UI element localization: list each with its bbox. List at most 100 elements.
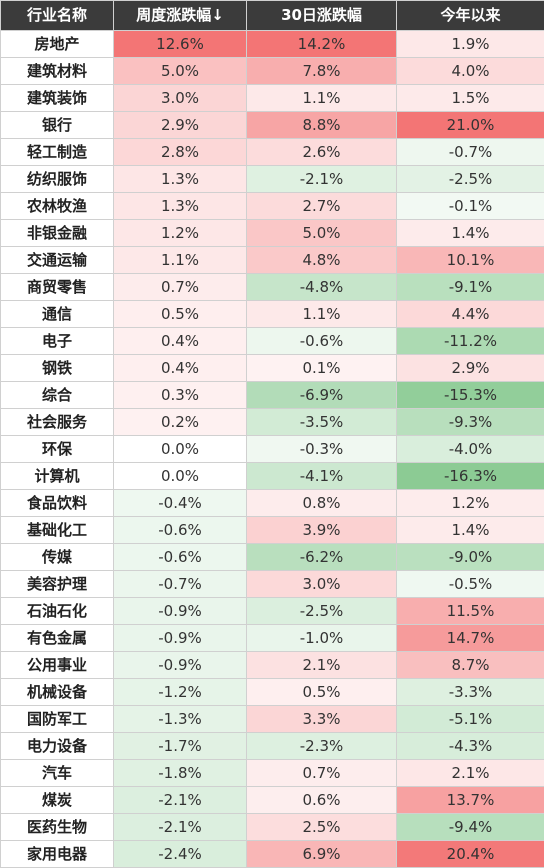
30d-change-cell: -2.1% (247, 166, 397, 193)
30d-change-cell: 2.6% (247, 139, 397, 166)
30d-change-cell: 3.9% (247, 517, 397, 544)
industry-name-cell: 轻工制造 (1, 139, 114, 166)
industry-name-cell: 非银金融 (1, 220, 114, 247)
table-row: 石油石化-0.9%-2.5%11.5% (1, 598, 544, 625)
industry-name-cell: 美容护理 (1, 571, 114, 598)
industry-name-cell: 有色金属 (1, 625, 114, 652)
industry-name-cell: 传媒 (1, 544, 114, 571)
table-row: 煤炭-2.1%0.6%13.7% (1, 787, 544, 814)
ytd-change-cell: 20.4% (397, 841, 544, 868)
industry-name-cell: 综合 (1, 382, 114, 409)
ytd-change-cell: 14.7% (397, 625, 544, 652)
table-row: 家用电器-2.4%6.9%20.4% (1, 841, 544, 868)
weekly-change-cell: -2.1% (114, 814, 247, 841)
30d-change-cell: 1.1% (247, 301, 397, 328)
weekly-change-cell: -0.7% (114, 571, 247, 598)
weekly-change-cell: 0.4% (114, 355, 247, 382)
30d-change-cell: 3.0% (247, 571, 397, 598)
30d-change-cell: 0.6% (247, 787, 397, 814)
30d-change-cell: 14.2% (247, 31, 397, 58)
weekly-change-cell: 2.9% (114, 112, 247, 139)
ytd-change-cell: -5.1% (397, 706, 544, 733)
30d-change-cell: 2.7% (247, 193, 397, 220)
industry-name-cell: 国防军工 (1, 706, 114, 733)
ytd-change-cell: -15.3% (397, 382, 544, 409)
industry-name-cell: 汽车 (1, 760, 114, 787)
ytd-change-cell: -16.3% (397, 463, 544, 490)
weekly-change-cell: 1.2% (114, 220, 247, 247)
weekly-change-cell: -0.9% (114, 652, 247, 679)
30d-change-cell: -0.3% (247, 436, 397, 463)
table-row: 公用事业-0.9%2.1%8.7% (1, 652, 544, 679)
30d-change-cell: 4.8% (247, 247, 397, 274)
ytd-change-cell: 8.7% (397, 652, 544, 679)
weekly-change-cell: 1.3% (114, 166, 247, 193)
weekly-change-cell: 0.3% (114, 382, 247, 409)
ytd-change-cell: -9.1% (397, 274, 544, 301)
weekly-change-cell: -0.9% (114, 598, 247, 625)
weekly-change-cell: 0.0% (114, 463, 247, 490)
weekly-change-cell: -0.9% (114, 625, 247, 652)
industry-name-cell: 农林牧渔 (1, 193, 114, 220)
weekly-change-cell: 12.6% (114, 31, 247, 58)
industry-name-cell: 家用电器 (1, 841, 114, 868)
ytd-change-cell: -0.1% (397, 193, 544, 220)
weekly-change-cell: 1.3% (114, 193, 247, 220)
table-row: 美容护理-0.7%3.0%-0.5% (1, 571, 544, 598)
30d-change-cell: 6.9% (247, 841, 397, 868)
30d-change-cell: 1.1% (247, 85, 397, 112)
ytd-change-cell: 1.2% (397, 490, 544, 517)
industry-name-cell: 商贸零售 (1, 274, 114, 301)
table-row: 传媒-0.6%-6.2%-9.0% (1, 544, 544, 571)
weekly-change-cell: 0.4% (114, 328, 247, 355)
industry-name-cell: 电子 (1, 328, 114, 355)
table-row: 基础化工-0.6%3.9%1.4% (1, 517, 544, 544)
table-row: 电力设备-1.7%-2.3%-4.3% (1, 733, 544, 760)
column-header-30d-change[interactable]: 30日涨跌幅 (247, 1, 397, 31)
column-header-industry[interactable]: 行业名称 (1, 1, 114, 31)
weekly-change-cell: 0.5% (114, 301, 247, 328)
industry-name-cell: 钢铁 (1, 355, 114, 382)
weekly-change-cell: 2.8% (114, 139, 247, 166)
column-header-ytd-change[interactable]: 今年以来 (397, 1, 544, 31)
30d-change-cell: -4.8% (247, 274, 397, 301)
30d-change-cell: -6.2% (247, 544, 397, 571)
column-header-weekly-change[interactable]: 周度涨跌幅↓ (114, 1, 247, 31)
weekly-change-cell: -0.6% (114, 517, 247, 544)
weekly-change-cell: -0.4% (114, 490, 247, 517)
30d-change-cell: -4.1% (247, 463, 397, 490)
industry-name-cell: 电力设备 (1, 733, 114, 760)
industry-name-cell: 煤炭 (1, 787, 114, 814)
header-row: 行业名称 周度涨跌幅↓ 30日涨跌幅 今年以来 (1, 1, 544, 31)
weekly-change-cell: -1.3% (114, 706, 247, 733)
ytd-change-cell: -3.3% (397, 679, 544, 706)
ytd-change-cell: 1.9% (397, 31, 544, 58)
ytd-change-cell: -0.5% (397, 571, 544, 598)
weekly-change-cell: 3.0% (114, 85, 247, 112)
weekly-change-cell: 1.1% (114, 247, 247, 274)
30d-change-cell: 3.3% (247, 706, 397, 733)
30d-change-cell: 8.8% (247, 112, 397, 139)
ytd-change-cell: -9.3% (397, 409, 544, 436)
industry-name-cell: 建筑材料 (1, 58, 114, 85)
industry-name-cell: 医药生物 (1, 814, 114, 841)
ytd-change-cell: 10.1% (397, 247, 544, 274)
30d-change-cell: -2.3% (247, 733, 397, 760)
industry-name-cell: 交通运输 (1, 247, 114, 274)
ytd-change-cell: 4.0% (397, 58, 544, 85)
30d-change-cell: 5.0% (247, 220, 397, 247)
weekly-change-cell: 0.2% (114, 409, 247, 436)
30d-change-cell: 0.1% (247, 355, 397, 382)
ytd-change-cell: 2.1% (397, 760, 544, 787)
